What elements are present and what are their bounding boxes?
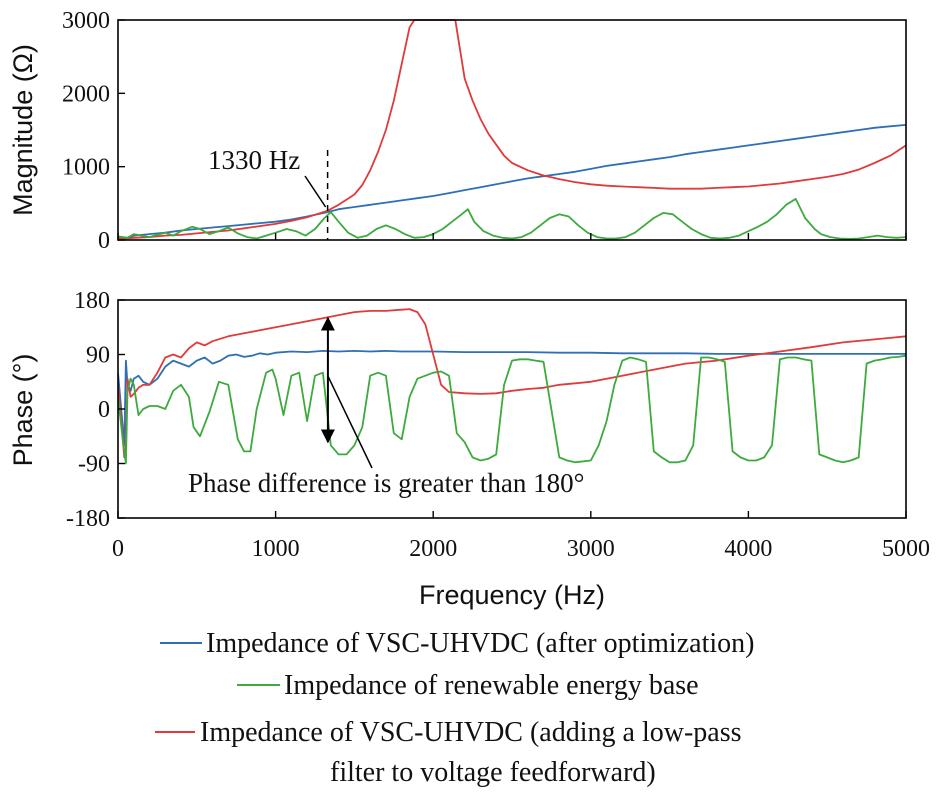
xtick-label: 3000 — [567, 536, 615, 562]
series-line — [118, 354, 907, 465]
legend-label: Impedance of VSC-UHVDC (adding a low-pas… — [200, 717, 742, 748]
series-line — [118, 308, 907, 459]
magnitude-panel: 0 1000 2000 3000 Magnitude (Ω) 1330 Hz — [8, 8, 907, 254]
series-line — [118, 19, 907, 240]
x-axis-label: Frequency (Hz) — [419, 580, 605, 610]
freq-marker-pointer — [304, 175, 327, 208]
phase-ytick-label: 180 — [74, 288, 110, 314]
legend-label: Impedance of renewable energy base — [284, 670, 699, 701]
phase-ytick-label: -180 — [66, 506, 110, 532]
phase-ytick-label: 90 — [86, 343, 110, 369]
legend: Impedance of VSC-UHVDC (after optimizati… — [155, 628, 754, 788]
phase-axis-label: Phase (°) — [8, 354, 38, 467]
xtick-label: 5000 — [882, 536, 930, 562]
xtick-label: 0 — [112, 536, 124, 562]
legend-label: filter to voltage feedforward) — [330, 757, 656, 788]
phase-ytick-label: 0 — [98, 397, 110, 423]
phase-diff-pointer — [327, 375, 373, 469]
magnitude-ytick-label: 3000 — [62, 8, 110, 34]
magnitude-ytick-label: 1000 — [62, 155, 110, 181]
magnitude-ytick-label: 0 — [98, 228, 110, 254]
xtick-label: 1000 — [252, 536, 300, 562]
phase-panel: -180 -90 0 90 180 0 1000 2000 3000 4000 5000 Phase… — [8, 288, 930, 562]
series-line — [118, 124, 907, 239]
phase-ytick-label: -90 — [78, 452, 110, 478]
magnitude-ytick-label: 2000 — [62, 81, 110, 107]
xtick-label: 4000 — [724, 536, 772, 562]
freq-marker-label: 1330 Hz — [208, 145, 300, 175]
legend-label: Impedance of VSC-UHVDC (after optimizati… — [206, 628, 754, 659]
magnitude-axis-label: Magnitude (Ω) — [8, 44, 38, 216]
magnitude-frame — [117, 19, 907, 241]
series-line — [118, 350, 906, 447]
xtick-label: 2000 — [409, 536, 457, 562]
series-line — [118, 198, 907, 240]
phase-diff-label: Phase difference is greater than 180° — [188, 468, 584, 498]
